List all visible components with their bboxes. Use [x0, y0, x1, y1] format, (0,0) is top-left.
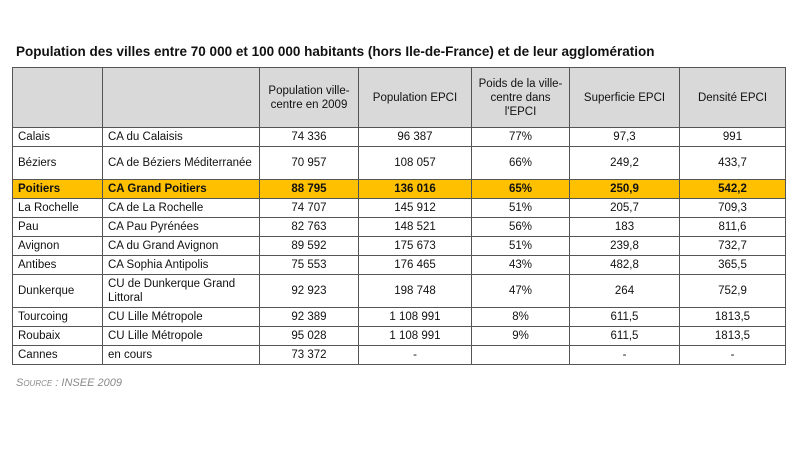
epci-cell: CU Lille Métropole — [102, 326, 260, 346]
city-cell: Béziers — [12, 146, 103, 180]
superficie-cell: 205,7 — [569, 198, 680, 218]
header-epci-name — [102, 67, 260, 128]
header-densite-epci: Densité EPCI — [679, 67, 786, 128]
population-epci-cell: 198 748 — [358, 274, 472, 308]
densite-cell: 1813,5 — [679, 326, 786, 346]
city-cell: Pau — [12, 217, 103, 237]
header-poids-ville-centre: Poids de la ville-centre dans l'EPCI — [471, 67, 570, 128]
table-row: Calais CA du Calaisis 74 336 96 387 77% … — [12, 127, 786, 147]
poids-cell: 9% — [471, 326, 570, 346]
epci-cell: CA Grand Poitiers — [102, 179, 260, 199]
table-row: Antibes CA Sophia Antipolis 75 553 176 4… — [12, 255, 786, 275]
population-ville-cell: 82 763 — [259, 217, 359, 237]
city-cell: Calais — [12, 127, 103, 147]
city-cell: Avignon — [12, 236, 103, 256]
population-epci-cell: - — [358, 345, 472, 365]
epci-cell: CU Lille Métropole — [102, 307, 260, 327]
city-cell: Antibes — [12, 255, 103, 275]
population-epci-cell: 1 108 991 — [358, 307, 472, 327]
city-cell: Cannes — [12, 345, 103, 365]
superficie-cell: 482,8 — [569, 255, 680, 275]
poids-cell: 47% — [471, 274, 570, 308]
densite-cell: 433,7 — [679, 146, 786, 180]
poids-cell: 8% — [471, 307, 570, 327]
table-row-highlighted: Poitiers CA Grand Poitiers 88 795 136 01… — [12, 179, 786, 199]
poids-cell: 51% — [471, 236, 570, 256]
header-row: Population ville-centre en 2009 Populati… — [12, 67, 786, 128]
epci-cell: CA Pau Pyrénées — [102, 217, 260, 237]
densite-cell: 709,3 — [679, 198, 786, 218]
table-row: Dunkerque CU de Dunkerque Grand Littoral… — [12, 274, 786, 308]
densite-cell: 752,9 — [679, 274, 786, 308]
epci-cell: CU de Dunkerque Grand Littoral — [102, 274, 260, 308]
superficie-cell: 239,8 — [569, 236, 680, 256]
population-ville-cell: 74 707 — [259, 198, 359, 218]
epci-cell: CA du Calaisis — [102, 127, 260, 147]
table-row: Tourcoing CU Lille Métropole 92 389 1 10… — [12, 307, 786, 327]
densite-cell: 991 — [679, 127, 786, 147]
header-population-ville-centre: Population ville-centre en 2009 — [259, 67, 359, 128]
city-cell: La Rochelle — [12, 198, 103, 218]
table-title: Population des villes entre 70 000 et 10… — [16, 44, 655, 59]
superficie-cell: 97,3 — [569, 127, 680, 147]
epci-cell: CA du Grand Avignon — [102, 236, 260, 256]
densite-cell: 542,2 — [679, 179, 786, 199]
densite-cell: 811,6 — [679, 217, 786, 237]
poids-cell: 66% — [471, 146, 570, 180]
population-ville-cell: 70 957 — [259, 146, 359, 180]
population-ville-cell: 88 795 — [259, 179, 359, 199]
source-note: Source : INSEE 2009 — [16, 377, 122, 389]
population-ville-cell: 89 592 — [259, 236, 359, 256]
poids-cell: 51% — [471, 198, 570, 218]
city-cell: Tourcoing — [12, 307, 103, 327]
superficie-cell: 611,5 — [569, 326, 680, 346]
superficie-cell: 183 — [569, 217, 680, 237]
population-ville-cell: 74 336 — [259, 127, 359, 147]
header-population-epci: Population EPCI — [358, 67, 472, 128]
city-cell: Dunkerque — [12, 274, 103, 308]
population-epci-cell: 96 387 — [358, 127, 472, 147]
city-cell: Roubaix — [12, 326, 103, 346]
population-epci-cell: 176 465 — [358, 255, 472, 275]
population-ville-cell: 95 028 — [259, 326, 359, 346]
poids-cell: 77% — [471, 127, 570, 147]
superficie-cell: - — [569, 345, 680, 365]
population-epci-cell: 145 912 — [358, 198, 472, 218]
population-ville-cell: 92 923 — [259, 274, 359, 308]
epci-cell: en cours — [102, 345, 260, 365]
city-cell: Poitiers — [12, 179, 103, 199]
superficie-cell: 264 — [569, 274, 680, 308]
population-epci-cell: 175 673 — [358, 236, 472, 256]
header-city — [12, 67, 103, 128]
population-ville-cell: 73 372 — [259, 345, 359, 365]
table-row: Roubaix CU Lille Métropole 95 028 1 108 … — [12, 326, 786, 346]
population-epci-cell: 1 108 991 — [358, 326, 472, 346]
population-table: Population ville-centre en 2009 Populati… — [12, 67, 786, 365]
table-row: Avignon CA du Grand Avignon 89 592 175 6… — [12, 236, 786, 256]
population-epci-cell: 148 521 — [358, 217, 472, 237]
epci-cell: CA de La Rochelle — [102, 198, 260, 218]
epci-cell: CA de Béziers Méditerranée — [102, 146, 260, 180]
population-ville-cell: 92 389 — [259, 307, 359, 327]
densite-cell: 1813,5 — [679, 307, 786, 327]
superficie-cell: 250,9 — [569, 179, 680, 199]
population-epci-cell: 136 016 — [358, 179, 472, 199]
poids-cell — [471, 345, 570, 365]
superficie-cell: 249,2 — [569, 146, 680, 180]
population-epci-cell: 108 057 — [358, 146, 472, 180]
table-row: Béziers CA de Béziers Méditerranée 70 95… — [12, 146, 786, 180]
population-ville-cell: 75 553 — [259, 255, 359, 275]
densite-cell: 732,7 — [679, 236, 786, 256]
table-row: Pau CA Pau Pyrénées 82 763 148 521 56% 1… — [12, 217, 786, 237]
densite-cell: - — [679, 345, 786, 365]
header-superficie-epci: Superficie EPCI — [569, 67, 680, 128]
poids-cell: 43% — [471, 255, 570, 275]
poids-cell: 56% — [471, 217, 570, 237]
table-row: La Rochelle CA de La Rochelle 74 707 145… — [12, 198, 786, 218]
epci-cell: CA Sophia Antipolis — [102, 255, 260, 275]
densite-cell: 365,5 — [679, 255, 786, 275]
poids-cell: 65% — [471, 179, 570, 199]
superficie-cell: 611,5 — [569, 307, 680, 327]
table-row: Cannes en cours 73 372 - - - — [12, 345, 786, 365]
